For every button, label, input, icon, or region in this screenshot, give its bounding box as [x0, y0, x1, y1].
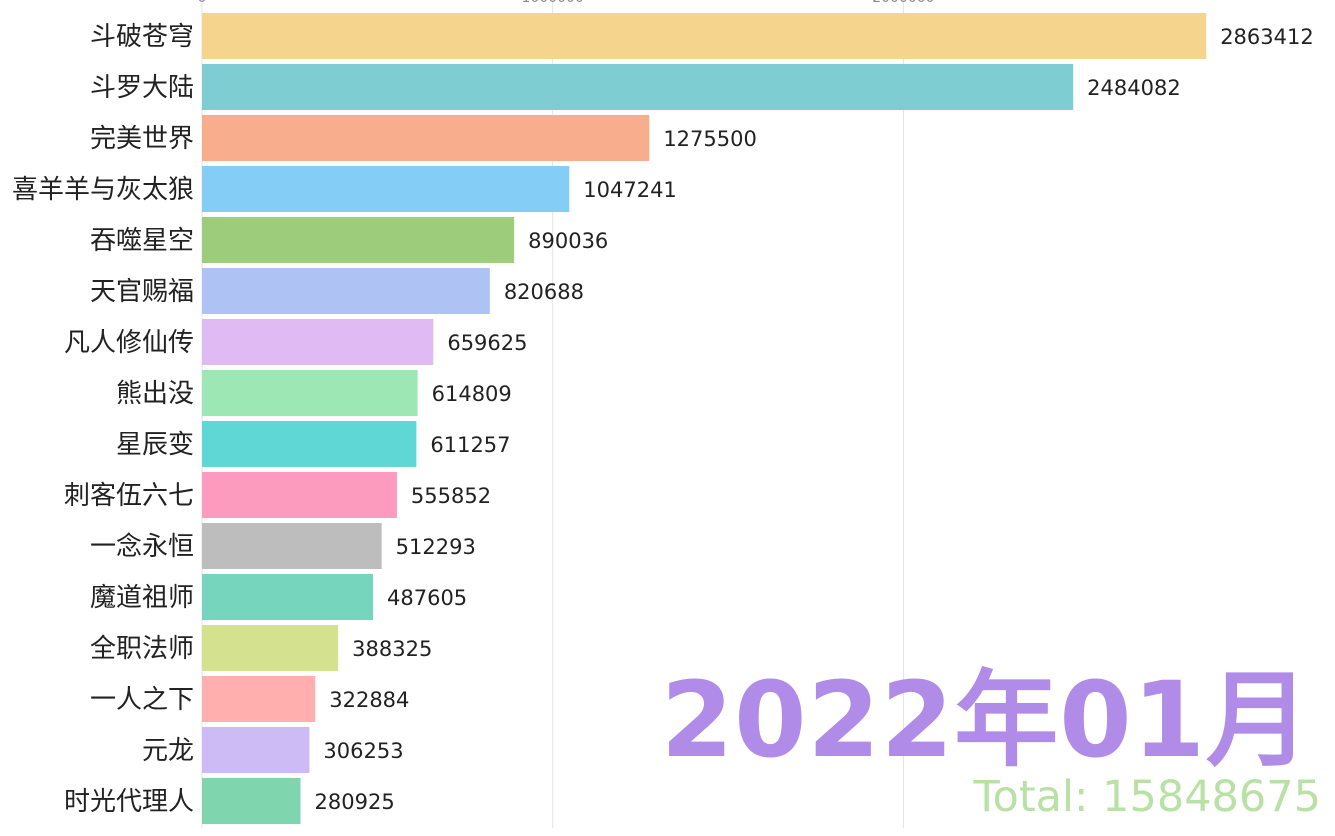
labels: 斗破苍穹 2863412 斗罗大陆 2484082 完美世界 1275500 喜羊羊与灰太狼… [12, 22, 1314, 817]
bar [202, 625, 339, 671]
category-label: 时光代理人 [64, 787, 194, 817]
category-label: 喜羊羊与灰太狼 [12, 175, 194, 205]
date-label: 2022年01月 [660, 659, 1311, 781]
bar [202, 217, 515, 263]
category-label: 吞噬星空 [90, 226, 194, 256]
value-label: 512293 [396, 535, 476, 559]
bar [202, 523, 382, 569]
category-label: 一人之下 [90, 685, 194, 715]
bar [202, 115, 650, 161]
category-label: 刺客伍六七 [64, 481, 194, 511]
value-label: 388325 [352, 637, 432, 661]
bar [202, 370, 418, 416]
value-label: 659625 [447, 331, 527, 355]
bar [202, 472, 397, 518]
category-label: 斗罗大陆 [90, 73, 194, 103]
bar [202, 778, 301, 824]
bar [202, 676, 316, 722]
category-label: 熊出没 [116, 379, 194, 409]
total-label: Total: 15848675 [973, 772, 1321, 822]
category-label: 星辰变 [116, 430, 194, 460]
category-label: 凡人修仙传 [64, 328, 194, 358]
value-label: 2484082 [1087, 76, 1181, 100]
bars [202, 13, 1207, 824]
category-label: 元龙 [142, 736, 194, 766]
value-label: 614809 [432, 382, 512, 406]
value-label: 555852 [411, 484, 491, 508]
value-label: 487605 [387, 586, 467, 610]
x-axis-ticks: 0 1000000 2000000 [198, 0, 935, 6]
bar [202, 268, 490, 314]
bar [202, 166, 570, 212]
category-label: 天官赐福 [90, 277, 194, 307]
bar [202, 319, 434, 365]
category-label: 斗破苍穹 [90, 22, 194, 52]
category-label: 全职法师 [90, 634, 194, 664]
value-label: 2863412 [1220, 25, 1314, 49]
value-label: 820688 [504, 280, 584, 304]
category-label: 完美世界 [90, 124, 194, 154]
value-label: 280925 [315, 790, 395, 814]
bar [202, 64, 1074, 110]
value-label: 1047241 [583, 178, 677, 202]
value-label: 322884 [329, 688, 409, 712]
bar [202, 727, 310, 773]
value-label: 1275500 [663, 127, 757, 151]
value-label: 611257 [430, 433, 510, 457]
category-label: 魔道祖师 [90, 583, 194, 613]
bar [202, 574, 374, 620]
value-label: 306253 [323, 739, 403, 763]
x-tick-label: 0 [198, 0, 207, 6]
category-label: 一念永恒 [90, 532, 194, 562]
bar [202, 13, 1207, 59]
value-label: 890036 [528, 229, 608, 253]
bar [202, 421, 417, 467]
x-tick-label: 1000000 [522, 0, 584, 6]
x-tick-label: 2000000 [872, 0, 934, 6]
